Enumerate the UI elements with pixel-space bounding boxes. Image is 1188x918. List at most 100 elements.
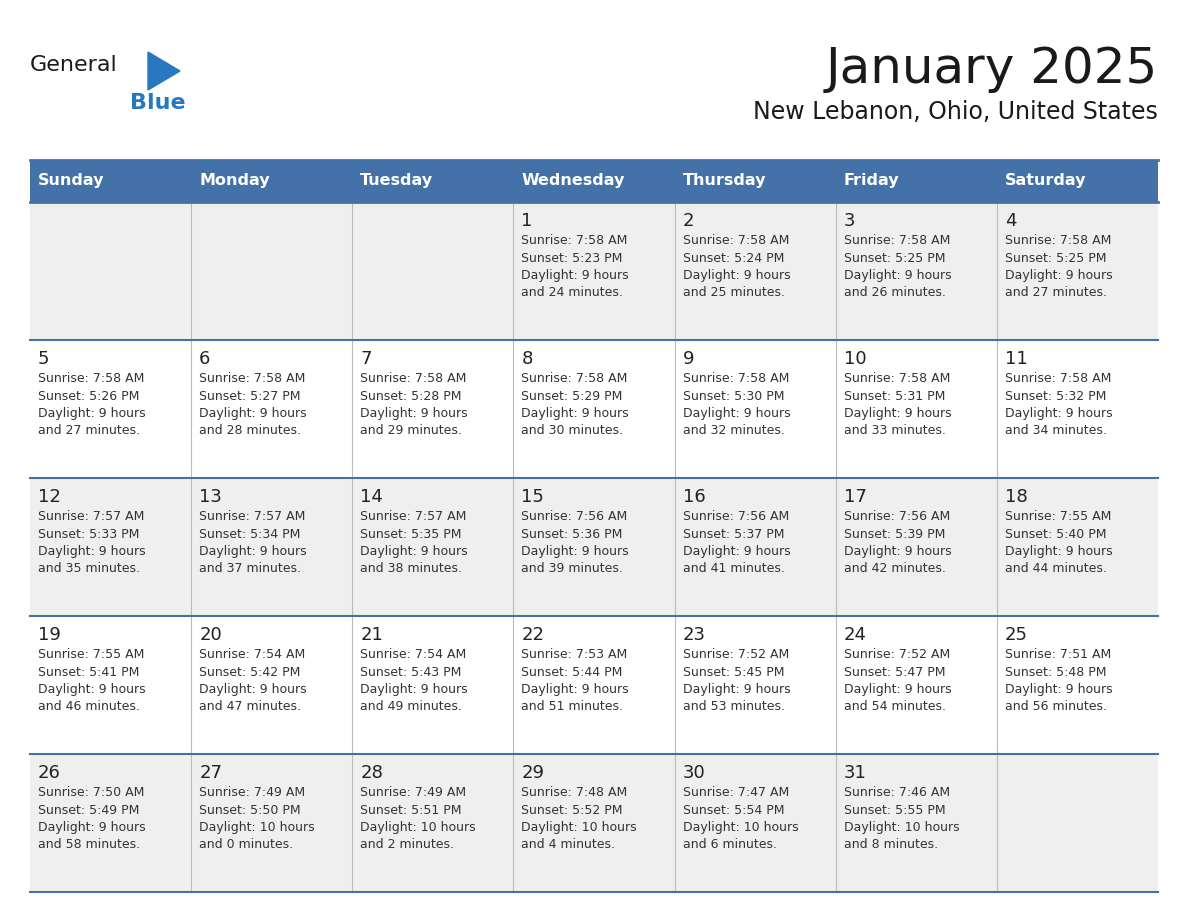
Polygon shape <box>148 52 181 90</box>
Text: General: General <box>30 55 118 75</box>
Text: 28: 28 <box>360 764 384 782</box>
Bar <box>513 478 675 616</box>
Bar <box>191 616 353 754</box>
Bar <box>997 478 1158 616</box>
Bar <box>353 160 513 202</box>
Bar <box>191 754 353 892</box>
Text: 16: 16 <box>683 488 706 506</box>
Text: Sunrise: 7:58 AM
Sunset: 5:31 PM
Daylight: 9 hours
and 33 minutes.: Sunrise: 7:58 AM Sunset: 5:31 PM Dayligh… <box>843 372 952 438</box>
Text: 18: 18 <box>1005 488 1028 506</box>
Bar <box>997 754 1158 892</box>
Bar <box>835 616 997 754</box>
Text: 6: 6 <box>200 350 210 368</box>
Bar <box>675 478 835 616</box>
Bar <box>997 160 1158 202</box>
Text: Sunrise: 7:49 AM
Sunset: 5:51 PM
Daylight: 10 hours
and 2 minutes.: Sunrise: 7:49 AM Sunset: 5:51 PM Dayligh… <box>360 786 476 852</box>
Bar <box>675 616 835 754</box>
Bar <box>30 616 191 754</box>
Text: 9: 9 <box>683 350 694 368</box>
Bar <box>513 754 675 892</box>
Text: Sunrise: 7:54 AM
Sunset: 5:43 PM
Daylight: 9 hours
and 49 minutes.: Sunrise: 7:54 AM Sunset: 5:43 PM Dayligh… <box>360 648 468 713</box>
Text: 8: 8 <box>522 350 532 368</box>
Bar <box>675 754 835 892</box>
Text: Sunrise: 7:57 AM
Sunset: 5:33 PM
Daylight: 9 hours
and 35 minutes.: Sunrise: 7:57 AM Sunset: 5:33 PM Dayligh… <box>38 510 146 576</box>
Bar <box>30 340 191 478</box>
Text: Sunrise: 7:47 AM
Sunset: 5:54 PM
Daylight: 10 hours
and 6 minutes.: Sunrise: 7:47 AM Sunset: 5:54 PM Dayligh… <box>683 786 798 852</box>
Text: Tuesday: Tuesday <box>360 174 434 188</box>
Text: Blue: Blue <box>129 93 185 113</box>
Bar <box>353 202 513 340</box>
Bar <box>191 478 353 616</box>
Bar <box>997 202 1158 340</box>
Text: 27: 27 <box>200 764 222 782</box>
Text: Sunrise: 7:58 AM
Sunset: 5:28 PM
Daylight: 9 hours
and 29 minutes.: Sunrise: 7:58 AM Sunset: 5:28 PM Dayligh… <box>360 372 468 438</box>
Text: 11: 11 <box>1005 350 1028 368</box>
Text: Sunrise: 7:46 AM
Sunset: 5:55 PM
Daylight: 10 hours
and 8 minutes.: Sunrise: 7:46 AM Sunset: 5:55 PM Dayligh… <box>843 786 960 852</box>
Bar <box>835 340 997 478</box>
Bar <box>675 202 835 340</box>
Bar <box>513 160 675 202</box>
Text: Sunrise: 7:58 AM
Sunset: 5:30 PM
Daylight: 9 hours
and 32 minutes.: Sunrise: 7:58 AM Sunset: 5:30 PM Dayligh… <box>683 372 790 438</box>
Text: 14: 14 <box>360 488 384 506</box>
Text: Sunrise: 7:58 AM
Sunset: 5:25 PM
Daylight: 9 hours
and 26 minutes.: Sunrise: 7:58 AM Sunset: 5:25 PM Dayligh… <box>843 234 952 299</box>
Bar <box>191 160 353 202</box>
Text: 26: 26 <box>38 764 61 782</box>
Text: Sunrise: 7:49 AM
Sunset: 5:50 PM
Daylight: 10 hours
and 0 minutes.: Sunrise: 7:49 AM Sunset: 5:50 PM Dayligh… <box>200 786 315 852</box>
Text: Sunrise: 7:57 AM
Sunset: 5:34 PM
Daylight: 9 hours
and 37 minutes.: Sunrise: 7:57 AM Sunset: 5:34 PM Dayligh… <box>200 510 307 576</box>
Text: 24: 24 <box>843 626 867 644</box>
Text: 2: 2 <box>683 212 694 230</box>
Bar <box>835 754 997 892</box>
Text: Sunrise: 7:58 AM
Sunset: 5:26 PM
Daylight: 9 hours
and 27 minutes.: Sunrise: 7:58 AM Sunset: 5:26 PM Dayligh… <box>38 372 146 438</box>
Bar <box>675 160 835 202</box>
Text: Sunrise: 7:52 AM
Sunset: 5:45 PM
Daylight: 9 hours
and 53 minutes.: Sunrise: 7:52 AM Sunset: 5:45 PM Dayligh… <box>683 648 790 713</box>
Text: New Lebanon, Ohio, United States: New Lebanon, Ohio, United States <box>753 100 1158 124</box>
Text: Sunrise: 7:58 AM
Sunset: 5:29 PM
Daylight: 9 hours
and 30 minutes.: Sunrise: 7:58 AM Sunset: 5:29 PM Dayligh… <box>522 372 630 438</box>
Text: Friday: Friday <box>843 174 899 188</box>
Text: Sunrise: 7:56 AM
Sunset: 5:39 PM
Daylight: 9 hours
and 42 minutes.: Sunrise: 7:56 AM Sunset: 5:39 PM Dayligh… <box>843 510 952 576</box>
Bar <box>30 202 191 340</box>
Text: 4: 4 <box>1005 212 1017 230</box>
Text: Sunrise: 7:50 AM
Sunset: 5:49 PM
Daylight: 9 hours
and 58 minutes.: Sunrise: 7:50 AM Sunset: 5:49 PM Dayligh… <box>38 786 146 852</box>
Bar <box>835 478 997 616</box>
Text: Sunrise: 7:58 AM
Sunset: 5:27 PM
Daylight: 9 hours
and 28 minutes.: Sunrise: 7:58 AM Sunset: 5:27 PM Dayligh… <box>200 372 307 438</box>
Text: Sunrise: 7:48 AM
Sunset: 5:52 PM
Daylight: 10 hours
and 4 minutes.: Sunrise: 7:48 AM Sunset: 5:52 PM Dayligh… <box>522 786 637 852</box>
Bar <box>353 340 513 478</box>
Bar <box>191 202 353 340</box>
Text: 3: 3 <box>843 212 855 230</box>
Text: January 2025: January 2025 <box>826 45 1158 93</box>
Bar <box>30 160 191 202</box>
Bar <box>353 616 513 754</box>
Bar <box>997 616 1158 754</box>
Text: Sunrise: 7:58 AM
Sunset: 5:32 PM
Daylight: 9 hours
and 34 minutes.: Sunrise: 7:58 AM Sunset: 5:32 PM Dayligh… <box>1005 372 1112 438</box>
Text: 15: 15 <box>522 488 544 506</box>
Text: Sunrise: 7:56 AM
Sunset: 5:36 PM
Daylight: 9 hours
and 39 minutes.: Sunrise: 7:56 AM Sunset: 5:36 PM Dayligh… <box>522 510 630 576</box>
Bar <box>30 478 191 616</box>
Text: 21: 21 <box>360 626 384 644</box>
Bar <box>675 340 835 478</box>
Text: 10: 10 <box>843 350 866 368</box>
Text: Sunrise: 7:55 AM
Sunset: 5:40 PM
Daylight: 9 hours
and 44 minutes.: Sunrise: 7:55 AM Sunset: 5:40 PM Dayligh… <box>1005 510 1112 576</box>
Text: Sunrise: 7:52 AM
Sunset: 5:47 PM
Daylight: 9 hours
and 54 minutes.: Sunrise: 7:52 AM Sunset: 5:47 PM Dayligh… <box>843 648 952 713</box>
Text: 22: 22 <box>522 626 544 644</box>
Text: Sunrise: 7:58 AM
Sunset: 5:24 PM
Daylight: 9 hours
and 25 minutes.: Sunrise: 7:58 AM Sunset: 5:24 PM Dayligh… <box>683 234 790 299</box>
Text: 19: 19 <box>38 626 61 644</box>
Bar <box>513 616 675 754</box>
Text: Sunrise: 7:58 AM
Sunset: 5:23 PM
Daylight: 9 hours
and 24 minutes.: Sunrise: 7:58 AM Sunset: 5:23 PM Dayligh… <box>522 234 630 299</box>
Bar <box>353 754 513 892</box>
Text: Sunrise: 7:57 AM
Sunset: 5:35 PM
Daylight: 9 hours
and 38 minutes.: Sunrise: 7:57 AM Sunset: 5:35 PM Dayligh… <box>360 510 468 576</box>
Text: 1: 1 <box>522 212 532 230</box>
Text: 17: 17 <box>843 488 866 506</box>
Text: 12: 12 <box>38 488 61 506</box>
Bar <box>513 340 675 478</box>
Bar <box>835 160 997 202</box>
Text: 13: 13 <box>200 488 222 506</box>
Text: Sunrise: 7:55 AM
Sunset: 5:41 PM
Daylight: 9 hours
and 46 minutes.: Sunrise: 7:55 AM Sunset: 5:41 PM Dayligh… <box>38 648 146 713</box>
Bar <box>191 340 353 478</box>
Text: Sunrise: 7:54 AM
Sunset: 5:42 PM
Daylight: 9 hours
and 47 minutes.: Sunrise: 7:54 AM Sunset: 5:42 PM Dayligh… <box>200 648 307 713</box>
Text: Sunrise: 7:53 AM
Sunset: 5:44 PM
Daylight: 9 hours
and 51 minutes.: Sunrise: 7:53 AM Sunset: 5:44 PM Dayligh… <box>522 648 630 713</box>
Text: 25: 25 <box>1005 626 1028 644</box>
Bar <box>835 202 997 340</box>
Text: 20: 20 <box>200 626 222 644</box>
Text: Thursday: Thursday <box>683 174 766 188</box>
Text: 7: 7 <box>360 350 372 368</box>
